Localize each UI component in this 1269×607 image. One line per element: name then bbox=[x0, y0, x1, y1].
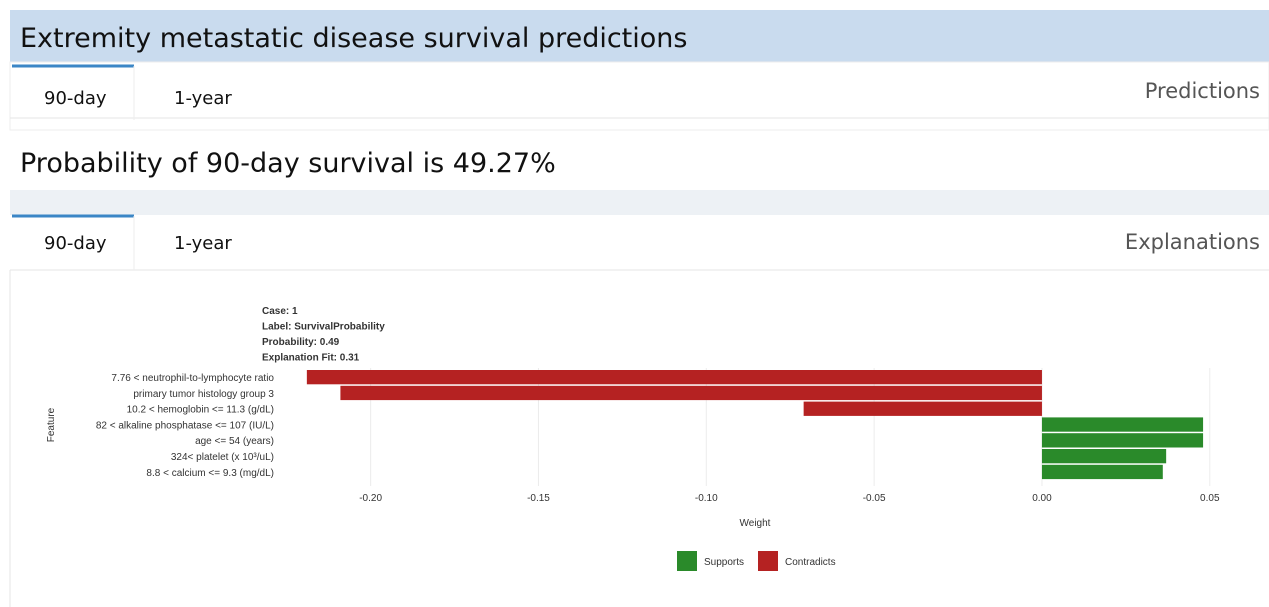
explanations-label: Explanations bbox=[1125, 230, 1260, 254]
y-tick-label: 7.76 < neutrophil-to-lymphocyte ratio bbox=[111, 373, 274, 384]
annotation: Label: SurvivalProbability bbox=[262, 322, 385, 333]
bar bbox=[1041, 464, 1163, 480]
legend-swatch bbox=[758, 551, 778, 571]
x-tick-label: 0.05 bbox=[1200, 493, 1220, 504]
x-tick-label: -0.20 bbox=[359, 493, 382, 504]
y-tick-label: primary tumor histology group 3 bbox=[133, 389, 274, 400]
annotation: Explanation Fit: 0.31 bbox=[262, 353, 360, 364]
x-tick-label: -0.15 bbox=[527, 493, 550, 504]
x-tick-label: 0.00 bbox=[1032, 493, 1052, 504]
predictions-panel bbox=[9, 61, 1269, 131]
tab[interactable]: 90-day bbox=[44, 88, 107, 109]
tab[interactable]: 1-year bbox=[174, 88, 232, 109]
bar bbox=[1041, 417, 1204, 432]
legend-label: Contradicts bbox=[785, 557, 836, 568]
legend-swatch bbox=[677, 551, 697, 571]
y-tick-label: 10.2 < hemoglobin <= 11.3 (g/dL) bbox=[127, 405, 274, 416]
annotation: Case: 1 bbox=[262, 306, 298, 317]
y-tick-label: age <= 54 (years) bbox=[195, 436, 274, 447]
x-tick-label: -0.05 bbox=[863, 493, 886, 504]
y-tick-label: 8.8 < calcium <= 9.3 (mg/dL) bbox=[146, 468, 274, 479]
legend-label: Supports bbox=[704, 557, 744, 568]
bar bbox=[1041, 433, 1204, 448]
header-bar bbox=[10, 10, 1269, 62]
prediction-result: Probability of 90-day survival is 49.27% bbox=[20, 148, 556, 179]
y-tick-label: 324< platelet (x 10³/uL) bbox=[171, 452, 274, 463]
bar bbox=[340, 385, 1042, 401]
header-title: Extremity metastatic disease survival pr… bbox=[20, 23, 687, 54]
bar bbox=[306, 370, 1042, 385]
bar bbox=[1041, 449, 1167, 464]
bar bbox=[803, 401, 1042, 416]
y-axis-label: Feature bbox=[46, 407, 57, 442]
panel-gap bbox=[10, 190, 1269, 215]
predictions-label: Predictions bbox=[1145, 79, 1260, 103]
x-tick-label: -0.10 bbox=[695, 493, 718, 504]
annotation: Probability: 0.49 bbox=[262, 337, 340, 348]
x-axis-label: Weight bbox=[740, 518, 771, 529]
y-tick-label: 82 < alkaline phosphatase <= 107 (IU/L) bbox=[96, 420, 274, 431]
tab[interactable]: 90-day bbox=[44, 233, 107, 254]
tab[interactable]: 1-year bbox=[174, 233, 232, 254]
